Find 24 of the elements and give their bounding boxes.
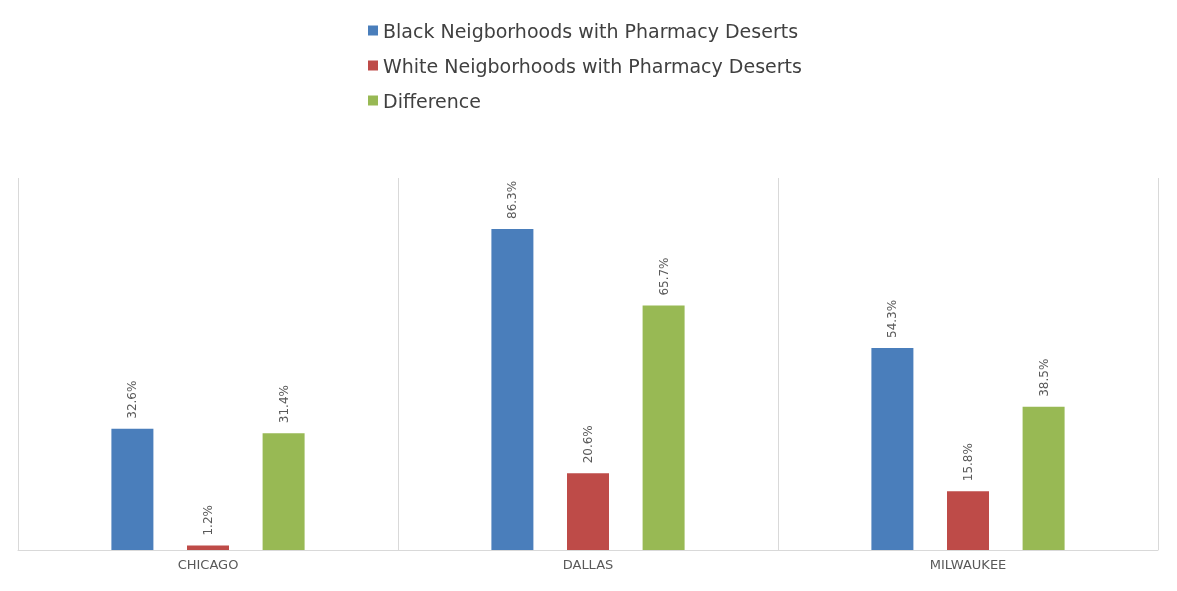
data-label: 1.2% bbox=[201, 505, 215, 536]
data-label: 65.7% bbox=[656, 257, 671, 296]
bar bbox=[567, 473, 609, 550]
bar bbox=[111, 428, 154, 550]
data-label: 32.6% bbox=[125, 380, 140, 419]
bar bbox=[187, 545, 229, 550]
legend-label: White Neigborhoods with Pharmacy Deserts bbox=[383, 54, 802, 77]
x-tick-label: DALLAS bbox=[562, 557, 614, 572]
data-label: 86.3% bbox=[505, 180, 520, 219]
bar bbox=[262, 433, 305, 550]
bar bbox=[947, 491, 989, 550]
legend-label: Difference bbox=[383, 89, 481, 112]
bar bbox=[491, 228, 534, 550]
bar bbox=[1022, 406, 1065, 550]
bar bbox=[871, 348, 914, 550]
data-label: 38.5% bbox=[1036, 358, 1051, 397]
data-label: 54.3% bbox=[885, 299, 900, 338]
x-tick-label: CHICAGO bbox=[177, 557, 239, 572]
x-tick-label: MILWAUKEE bbox=[929, 557, 1007, 572]
data-label: 15.8% bbox=[961, 443, 975, 482]
bar bbox=[642, 305, 685, 550]
data-label: 31.4% bbox=[276, 385, 291, 424]
legend-label: Black Neigborhoods with Pharmacy Deserts bbox=[383, 19, 799, 42]
data-label: 20.6% bbox=[581, 425, 595, 464]
